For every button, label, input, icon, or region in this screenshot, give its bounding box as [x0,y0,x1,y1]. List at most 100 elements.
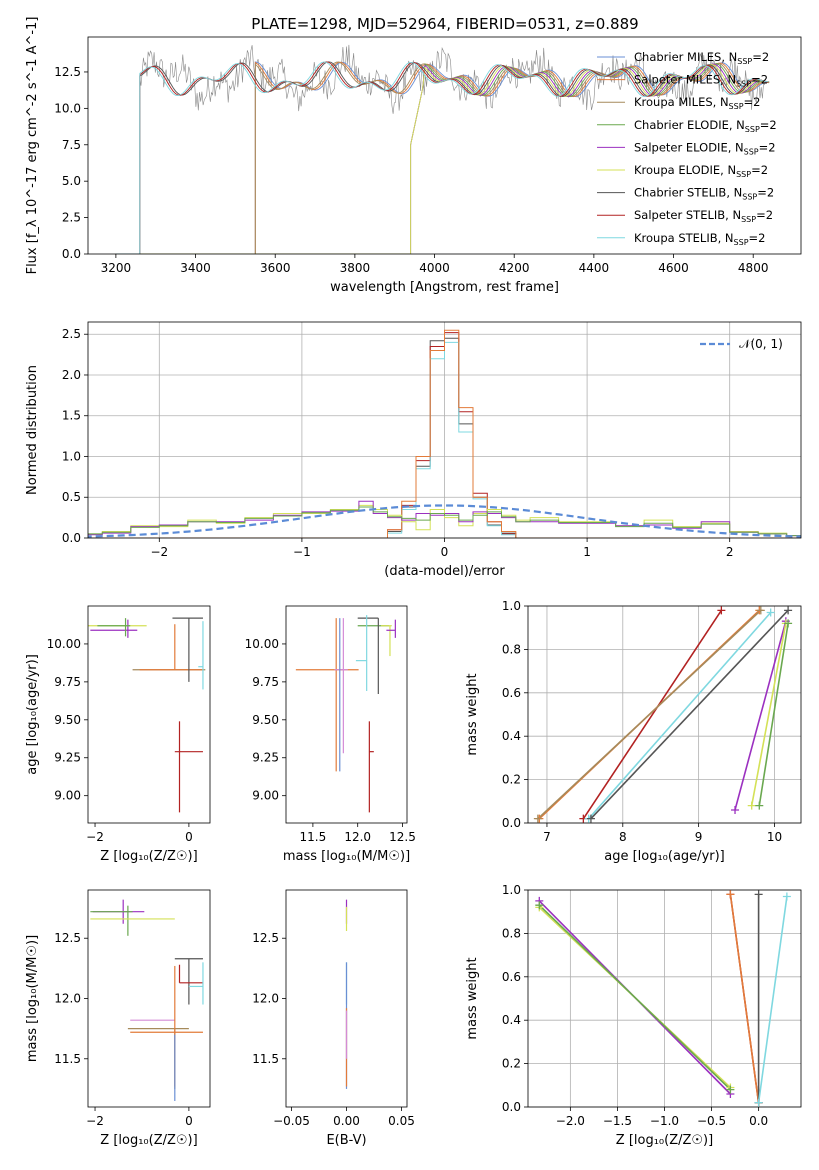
legend-tail: =2 [756,208,773,222]
y-tick-label: 0.4 [502,729,521,743]
legend-sub: SSP [741,215,756,224]
x-tick-label: 0.0 [749,1114,768,1128]
y-tick-label: 10.0 [54,101,81,115]
weight-marker-2-0 [533,814,542,823]
y-tick-label: 5.0 [62,174,81,188]
weight-line-4 [729,894,760,1103]
x-tick-label: −0.05 [273,1114,310,1128]
panel-spectrum: 3200 3400 3600 3800 4000 4200 4400 4600 4800 0.0 2… [25,17,802,295]
legend-tail: =2 [749,231,766,245]
x-tick-label: 8 [619,830,627,844]
x-tick-label: 0 [441,545,449,559]
model-line-4 [115,63,770,254]
legend-label-8: Kroupa STELIB, NSSP=2 [634,231,765,247]
plot-area-age-vs-Z [88,617,206,813]
weight-marker-7-0 [755,801,764,810]
x-tick-label: 4400 [579,261,610,275]
legend-label-3: Chabrier ELODIE, NSSP=2 [634,118,777,134]
x-tick-label: 9 [695,830,703,844]
x-tick-label: 12.0 [344,830,371,844]
x-tick-label: 4200 [499,261,530,275]
weight-marker-0-1 [717,606,726,615]
y-tick-label: 9.75 [54,675,81,689]
weight-line-6 [750,623,787,806]
x-tick-label: 10 [767,830,782,844]
y-tick-label: 9.00 [252,789,279,803]
model-line-1 [115,61,770,254]
x-tick-label: 7 [543,830,551,844]
legend-sub: SSP [744,147,759,156]
x-tick-label: 4800 [738,261,769,275]
weight-line-0 [582,609,723,820]
legend-tail: =2 [751,163,768,177]
x-tick-label: −2 [150,545,168,559]
legend-tail: =2 [759,140,776,154]
weight-marker-4-0 [586,814,595,823]
y-tick-label: 12.5 [54,65,81,79]
x-axis-label: mass [log₁₀(M/M☉)] [283,849,410,864]
y-axis-label: Normed distribution [25,365,40,495]
weight-marker-7-1 [784,619,793,628]
x-tick-label: 3400 [180,261,211,275]
plot-area-mass-weight-vs-Z [538,894,788,1103]
legend: Chabrier MILES, NSSP=2 Salpeter MILES, NS… [597,50,777,247]
model-line-8 [115,61,769,254]
model-line-0 [115,61,770,254]
y-axis-label: mass [log₁₀(M/M☉)] [25,935,40,1062]
y-tick-label: 7.5 [62,138,81,152]
y-tick-label: 0.4 [502,1013,521,1027]
panel-mass-vs-EBV: −0.05 0.00 0.05 11.5 12.0 12.5 E(B-V) [252,889,415,1148]
y-tick-label: 12.0 [54,992,81,1006]
x-tick-label: 0 [185,830,193,844]
y-tick-label: 2.5 [62,327,81,341]
x-tick-label: −2.0 [556,1114,585,1128]
y-tick-label: 9.75 [252,675,279,689]
y-tick-label: 0.2 [502,773,521,787]
legend-label-6: Chabrier STELIB, NSSP=2 [634,186,774,202]
x-axis-label: age [log₁₀(age/yr)] [604,849,725,864]
legend-sub: SSP [736,80,751,89]
x-tick-label: 3600 [260,261,291,275]
legend-label-5: Kroupa ELODIE, NSSP=2 [634,163,768,179]
y-axis-label: mass weight [465,673,480,755]
axes-frame [87,605,211,824]
y-tick-label: 0.8 [502,926,521,940]
weight-marker-6-0 [747,801,756,810]
y-tick-label: 0.0 [62,247,81,261]
x-tick-label: 0.05 [388,1114,415,1128]
axes-frame [87,36,802,255]
figure-title: PLATE=1298, MJD=52964, FIBERID=0531, z=0… [251,15,638,33]
x-axis-label: Z [log₁₀(Z/Z☉)] [100,849,197,864]
model-line-7 [115,61,769,254]
y-tick-label: 9.50 [54,713,81,727]
x-tick-label: 0.00 [333,1114,360,1128]
weight-marker-5-0 [731,805,740,814]
y-tick-label: 0.8 [502,642,521,656]
panel-age-vs-mass: 11.5 12.0 12.5 9.00 9.25 9.50 9.75 10.00 mass [l… [245,605,416,864]
legend-tail: =2 [744,95,761,109]
weight-marker-6-0 [782,892,791,901]
x-tick-label: 4000 [419,261,450,275]
x-tick-label: 3800 [340,261,371,275]
x-tick-label: 0 [185,1114,193,1128]
y-tick-label: 1.0 [502,883,521,897]
panel-mass-weight-vs-age: 7 8 9 10 0.0 0.2 0.4 0.6 0.8 1.0 age [log₁₀(age/yr… [465,599,802,864]
weight-line-2 [538,904,731,1091]
y-tick-label: 0.5 [62,490,81,504]
legend-sub: SSP [745,125,760,134]
y-tick-label: 10.00 [245,637,279,651]
y-tick-label: 12.5 [54,931,81,945]
x-tick-label: 12.5 [389,830,416,844]
y-tick-label: 2.0 [62,368,81,382]
weight-marker-4-1 [784,606,793,615]
chart-panels: 3200 3400 3600 3800 4000 4200 4400 4600 4800 0.0 2… [25,17,802,1148]
plot-area-mass-vs-Z [90,899,204,1101]
weight-marker-5-0 [754,890,763,899]
model-line-3 [115,63,770,254]
legend-label-0: Chabrier MILES, NSSP=2 [634,50,769,66]
y-tick-label: 12.0 [252,992,279,1006]
legend-sub: SSP [736,170,751,179]
x-tick-label: 3200 [101,261,132,275]
x-tick-label: 11.5 [300,830,327,844]
